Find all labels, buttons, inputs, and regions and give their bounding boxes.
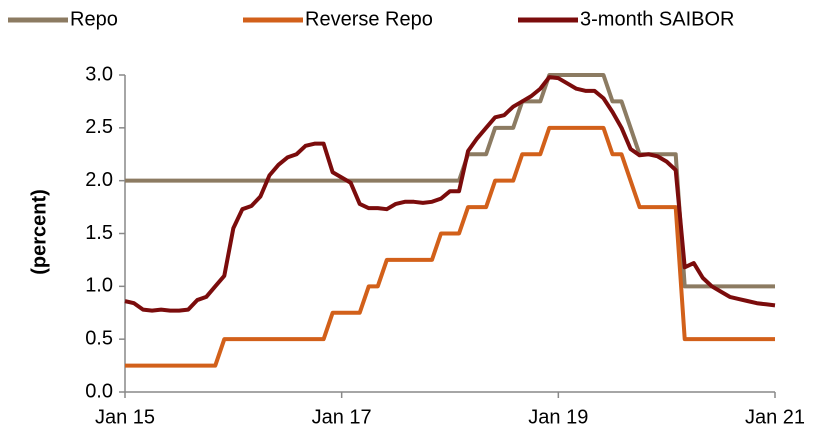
y-tick-label: 2.5	[85, 116, 113, 138]
legend-label: Reverse Repo	[305, 8, 433, 30]
y-tick-label: 1.0	[85, 275, 113, 297]
y-axis-label: (percent)	[28, 189, 50, 275]
series-line	[124, 75, 776, 313]
x-tick-label: Jan 19	[528, 406, 588, 428]
x-tick-label: Jan 15	[95, 406, 155, 428]
series-line	[125, 73, 775, 289]
y-tick-label: 0.0	[85, 380, 113, 402]
series-line	[125, 125, 775, 368]
legend-label: Repo	[70, 8, 118, 30]
y-tick-label: 1.5	[85, 222, 113, 244]
x-tick-label: Jan 17	[312, 406, 372, 428]
y-tick-label: 3.0	[85, 63, 113, 85]
x-tick-label: Jan 21	[745, 406, 805, 428]
legend-label: 3-month SAIBOR	[580, 8, 735, 30]
y-tick-label: 2.0	[85, 169, 113, 191]
y-tick-label: 0.5	[85, 327, 113, 349]
